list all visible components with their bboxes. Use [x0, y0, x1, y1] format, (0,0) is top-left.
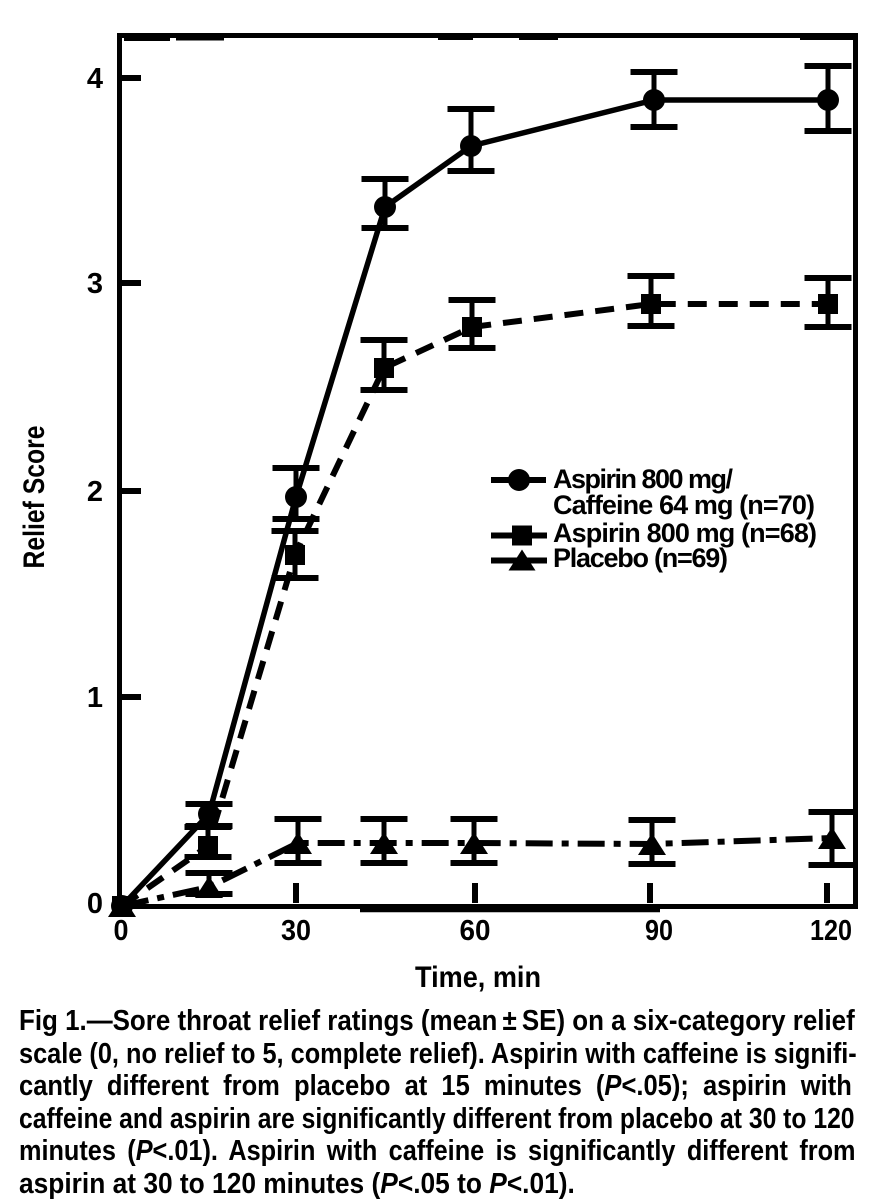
svg-text:4: 4 [87, 63, 103, 95]
svg-text:caffeine and aspirin are signi: caffeine and aspirin are significantly d… [19, 1102, 855, 1134]
svg-text:120: 120 [810, 915, 852, 947]
svg-text:0: 0 [114, 915, 129, 947]
svg-text:Caffeine 64 mg (n=70): Caffeine 64 mg (n=70) [553, 490, 815, 520]
svg-text:1: 1 [87, 682, 103, 714]
svg-text:cantly different from placebo: cantly different from placebo at 15 minu… [19, 1068, 852, 1101]
svg-text:Fig 1.—Sore throat relief rati: Fig 1.—Sore throat relief ratings (mean … [19, 1004, 856, 1037]
svg-text:3: 3 [87, 268, 103, 300]
svg-text:minutes (P<.01). Aspirin with: minutes (P<.01). Aspirin with caffeine i… [19, 1133, 855, 1166]
svg-text:2: 2 [87, 476, 103, 508]
svg-text:30: 30 [281, 915, 311, 947]
svg-text:90: 90 [645, 915, 673, 947]
svg-text:Aspirin 800 mg (n=68): Aspirin 800 mg (n=68) [553, 518, 817, 548]
svg-text:Time, min: Time, min [415, 961, 541, 994]
svg-text:scale (0, no relief to 5, comp: scale (0, no relief to 5, complete relie… [19, 1036, 857, 1069]
svg-text:60: 60 [460, 915, 491, 947]
svg-text:aspirin at 30 to 120 minutes (: aspirin at 30 to 120 minutes (P<.05 to P… [19, 1167, 575, 1199]
svg-text:Aspirin 800 mg/: Aspirin 800 mg/ [553, 464, 733, 494]
svg-text:Placebo (n=69): Placebo (n=69) [553, 543, 728, 573]
svg-text:0: 0 [87, 888, 103, 920]
svg-text:Relief Score: Relief Score [18, 426, 51, 569]
